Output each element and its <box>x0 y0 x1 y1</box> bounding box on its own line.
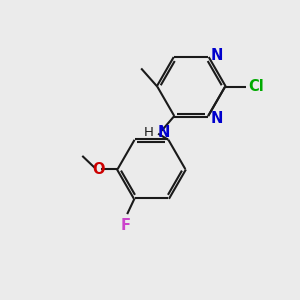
Text: H: H <box>144 126 154 139</box>
Text: O: O <box>92 162 105 177</box>
Text: F: F <box>121 218 131 232</box>
Text: N: N <box>211 47 224 62</box>
Text: Cl: Cl <box>249 79 264 94</box>
Text: N: N <box>211 111 224 126</box>
Text: N: N <box>158 125 170 140</box>
